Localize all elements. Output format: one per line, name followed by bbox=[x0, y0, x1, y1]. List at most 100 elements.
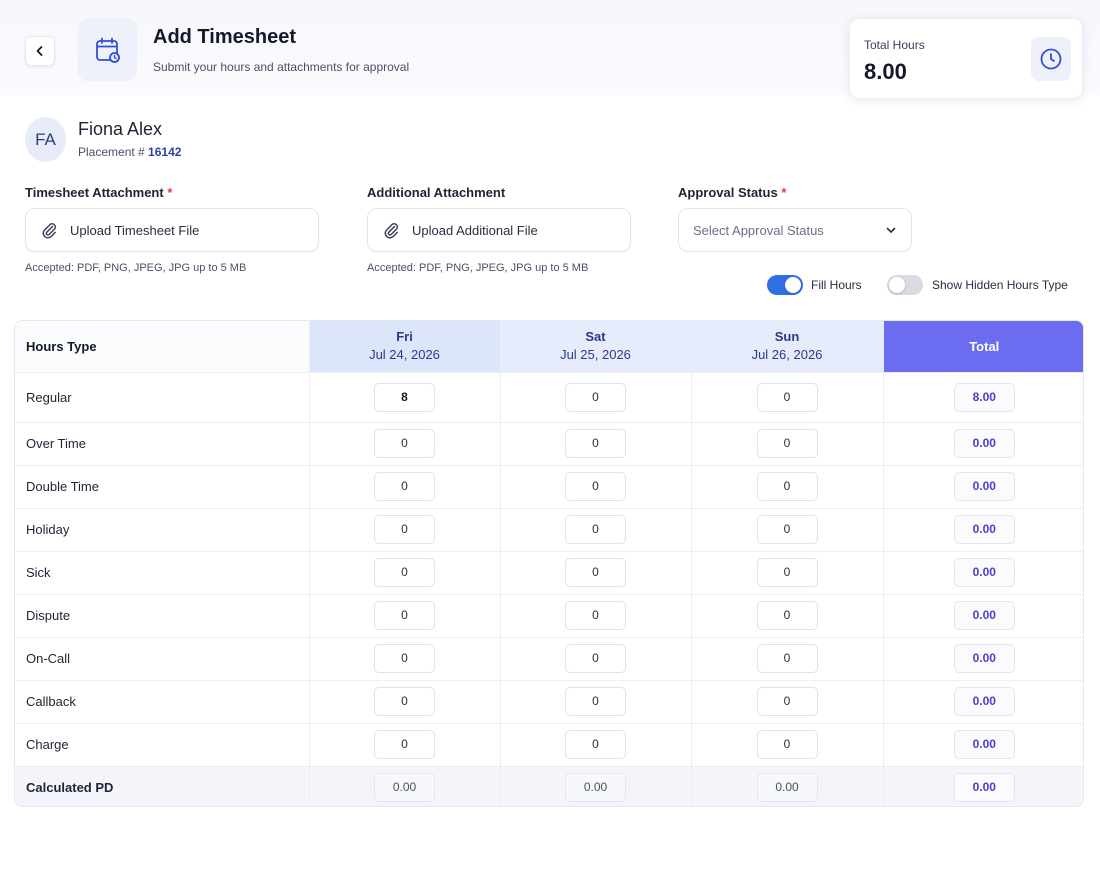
hours-input[interactable]: 8 bbox=[374, 382, 435, 412]
table-cell: 0 bbox=[309, 723, 501, 767]
placement-number: 16142 bbox=[148, 145, 182, 159]
clock-icon bbox=[1040, 48, 1062, 70]
hours-input[interactable]: 0 bbox=[565, 601, 626, 630]
hours-input[interactable]: 0 bbox=[374, 687, 435, 716]
hours-input[interactable]: 0 bbox=[756, 601, 818, 630]
table-cell: 0 bbox=[691, 723, 884, 767]
hours-input[interactable]: 0 bbox=[565, 558, 626, 587]
table-cell: 0 bbox=[500, 637, 692, 681]
hours-input[interactable]: 0 bbox=[374, 515, 435, 544]
row-total: 0.00 bbox=[953, 558, 1015, 587]
hours-input[interactable]: 0 bbox=[374, 558, 435, 587]
hours-input[interactable]: 0 bbox=[374, 429, 435, 458]
table-cell: 0.00 bbox=[883, 637, 1083, 681]
table-cell: 0 bbox=[691, 551, 884, 595]
hours-input[interactable]: 0 bbox=[565, 472, 626, 501]
row-total: 0.00 bbox=[953, 515, 1015, 544]
table-header-row: Hours Type Fri Jul 24, 2026 Sat Jul 25, … bbox=[15, 321, 1083, 373]
hours-input[interactable]: 0 bbox=[756, 730, 818, 759]
paperclip-icon bbox=[42, 223, 57, 239]
upload-timesheet-button[interactable]: Upload Timesheet File bbox=[25, 208, 319, 252]
day-name: Sat bbox=[585, 329, 606, 345]
total-header: Total bbox=[883, 321, 1083, 373]
upload-additional-button[interactable]: Upload Additional File bbox=[367, 208, 631, 252]
row-label: Charge bbox=[15, 723, 310, 767]
row-total: 0.00 bbox=[953, 644, 1015, 673]
pd-value: 0.00 bbox=[756, 773, 818, 802]
total-hours-card: Total Hours 8.00 bbox=[849, 18, 1083, 99]
table-cell: 0 bbox=[500, 422, 692, 466]
avatar: FA bbox=[25, 117, 66, 162]
approval-status-select[interactable]: Select Approval Status bbox=[678, 208, 912, 252]
hours-input[interactable]: 0 bbox=[565, 687, 626, 716]
table-cell: 0 bbox=[691, 594, 884, 638]
hours-input[interactable]: 0 bbox=[756, 472, 818, 501]
table-row: Charge 0 0 0 0.00 bbox=[15, 723, 1083, 767]
table-cell: 0 bbox=[309, 637, 501, 681]
table-cell: 0.00 bbox=[883, 594, 1083, 638]
table-cell: 0 bbox=[309, 508, 501, 552]
hours-input[interactable]: 0 bbox=[756, 687, 818, 716]
hours-input[interactable]: 0 bbox=[756, 558, 818, 587]
table-cell: 0 bbox=[691, 465, 884, 509]
table-cell: 0.00 bbox=[883, 766, 1083, 806]
chevron-down-icon bbox=[886, 227, 896, 233]
table-cell: 0 bbox=[309, 680, 501, 724]
page-subtitle: Submit your hours and attachments for ap… bbox=[153, 60, 410, 74]
day-date: Jul 26, 2026 bbox=[751, 347, 823, 363]
table-cell: 0 bbox=[691, 372, 884, 423]
show-hidden-hours-label: Show Hidden Hours Type bbox=[932, 278, 1068, 292]
hours-input[interactable]: 0 bbox=[565, 515, 626, 544]
chevron-left-icon bbox=[36, 46, 43, 56]
table-cell: 0.00 bbox=[883, 680, 1083, 724]
day-header-sun: Sun Jul 26, 2026 bbox=[691, 321, 884, 373]
hours-input[interactable]: 0 bbox=[374, 644, 435, 673]
placement-info: Placement # 16142 bbox=[78, 145, 181, 159]
fill-hours-label: Fill Hours bbox=[811, 278, 862, 292]
hours-input[interactable]: 0 bbox=[756, 644, 818, 673]
hours-input[interactable]: 0 bbox=[756, 429, 818, 458]
fill-hours-toggle[interactable] bbox=[767, 275, 803, 295]
hours-input[interactable]: 0 bbox=[374, 601, 435, 630]
row-label: Callback bbox=[15, 680, 310, 724]
table-cell: 0 bbox=[500, 372, 692, 423]
employee-name: Fiona Alex bbox=[78, 119, 163, 139]
table-cell: 8 bbox=[309, 372, 501, 423]
approval-status-label-text: Approval Status bbox=[678, 185, 778, 200]
hours-input[interactable]: 0 bbox=[756, 515, 818, 544]
timesheet-attachment-label: Timesheet Attachment * bbox=[25, 185, 172, 200]
table-cell: 0.00 bbox=[500, 766, 692, 806]
table-cell: 0 bbox=[691, 680, 884, 724]
table-cell: 0 bbox=[500, 594, 692, 638]
row-label: Sick bbox=[15, 551, 310, 595]
table-row: Regular 8 0 0 8.00 bbox=[15, 372, 1083, 423]
hours-input[interactable]: 0 bbox=[565, 429, 626, 458]
table-cell: 0 bbox=[691, 637, 884, 681]
hours-input[interactable]: 0 bbox=[565, 644, 626, 673]
table-cell: 0.00 bbox=[883, 422, 1083, 466]
hours-input[interactable]: 0 bbox=[374, 730, 435, 759]
table-row: Over Time 0 0 0 0.00 bbox=[15, 422, 1083, 466]
required-mark: * bbox=[781, 185, 787, 200]
pd-value: 0.00 bbox=[565, 773, 626, 802]
table-row: Double Time 0 0 0 0.00 bbox=[15, 465, 1083, 509]
timesheet-attachment-hint: Accepted: PDF, PNG, JPEG, JPG up to 5 MB bbox=[25, 262, 247, 274]
table-cell: 0 bbox=[500, 465, 692, 509]
hours-input[interactable]: 0 bbox=[565, 382, 626, 412]
upload-additional-label: Upload Additional File bbox=[412, 222, 538, 238]
show-hidden-hours-toggle[interactable] bbox=[887, 275, 923, 295]
table-cell: 0.00 bbox=[883, 723, 1083, 767]
row-total: 0.00 bbox=[953, 730, 1015, 759]
hours-input[interactable]: 0 bbox=[565, 730, 626, 759]
back-button[interactable] bbox=[25, 36, 55, 66]
row-label: Regular bbox=[15, 372, 310, 423]
row-label: Over Time bbox=[15, 422, 310, 466]
table-row: On-Call 0 0 0 0.00 bbox=[15, 637, 1083, 681]
day-date: Jul 25, 2026 bbox=[560, 347, 631, 363]
day-name: Sun bbox=[774, 329, 800, 345]
row-label: Dispute bbox=[15, 594, 310, 638]
table-row: Sick 0 0 0 0.00 bbox=[15, 551, 1083, 595]
hours-input[interactable]: 0 bbox=[374, 472, 435, 501]
timesheet-attachment-label-text: Timesheet Attachment bbox=[25, 185, 164, 200]
hours-input[interactable]: 0 bbox=[756, 382, 818, 412]
